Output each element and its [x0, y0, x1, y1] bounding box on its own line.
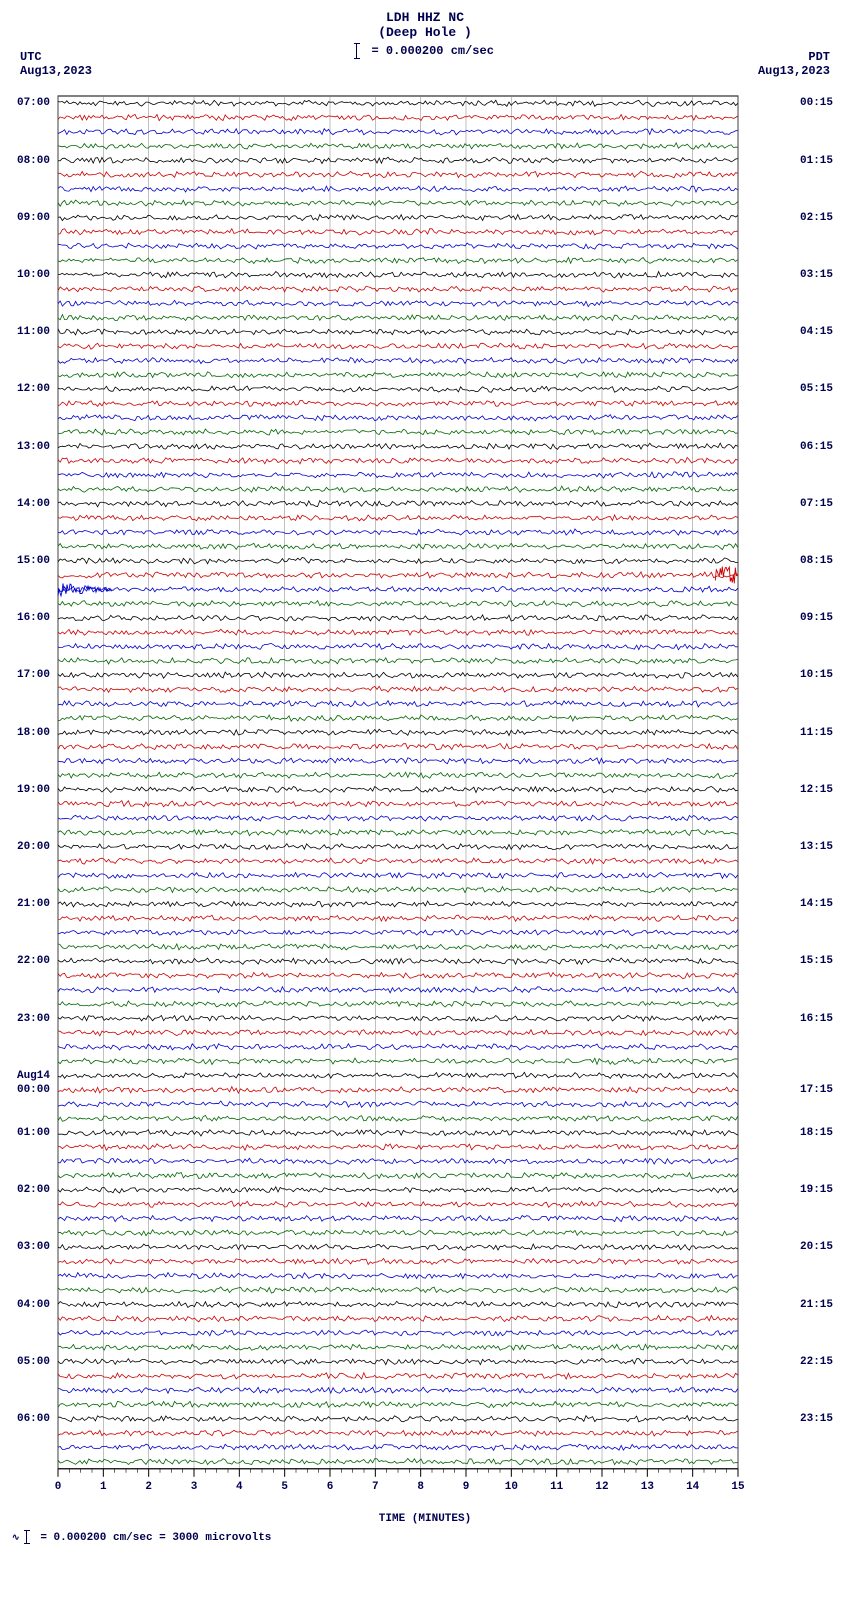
- plot-area: 07:00 08:00 09:00 10:00 11:00 12:00 13:00 14:00…: [10, 88, 840, 1525]
- right-time-label: 11:15: [800, 728, 833, 739]
- left-time-label: 22:00: [17, 956, 50, 967]
- left-time-label: 10:00: [17, 270, 50, 281]
- left-time-label: 12:00: [17, 384, 50, 395]
- right-time-label: 14:15: [800, 899, 833, 910]
- tz-left-code: UTC: [20, 50, 92, 64]
- svg-text:3: 3: [191, 1481, 198, 1493]
- left-time-label: Aug14: [17, 1071, 50, 1082]
- left-time-label: 21:00: [17, 899, 50, 910]
- left-time-label: 07:00: [17, 98, 50, 109]
- right-time-label: 15:15: [800, 956, 833, 967]
- svg-text:5: 5: [281, 1481, 288, 1493]
- right-time-label: 22:15: [800, 1357, 833, 1368]
- seismogram-container: LDH HHZ NC (Deep Hole ) = 0.000200 cm/se…: [10, 10, 840, 1544]
- left-time-label: 01:00: [17, 1128, 50, 1139]
- right-time-label: 01:15: [800, 156, 833, 167]
- left-time-label: 08:00: [17, 156, 50, 167]
- left-time-label: 02:00: [17, 1185, 50, 1196]
- seismogram-svg: 0123456789101112131415: [10, 88, 786, 1511]
- right-time-label: 13:15: [800, 842, 833, 853]
- svg-text:6: 6: [327, 1481, 334, 1493]
- left-time-label: 17:00: [17, 670, 50, 681]
- left-time-label: 09:00: [17, 213, 50, 224]
- right-time-label: 08:15: [800, 556, 833, 567]
- left-time-label: 11:00: [17, 327, 50, 338]
- left-time-label: 05:00: [17, 1357, 50, 1368]
- left-time-label: 23:00: [17, 1014, 50, 1025]
- left-time-label: 13:00: [17, 442, 50, 453]
- right-time-label: 19:15: [800, 1185, 833, 1196]
- left-time-axis: 07:00 08:00 09:00 10:00 11:00 12:00 13:00 14:00…: [10, 88, 54, 1481]
- svg-text:12: 12: [595, 1481, 608, 1493]
- left-time-label: 00:00: [17, 1085, 50, 1096]
- right-time-label: 07:15: [800, 499, 833, 510]
- svg-text:7: 7: [372, 1481, 379, 1493]
- left-time-label: 03:00: [17, 1242, 50, 1253]
- right-time-label: 00:15: [800, 98, 833, 109]
- svg-text:11: 11: [550, 1481, 564, 1493]
- left-time-label: 14:00: [17, 499, 50, 510]
- right-time-axis: 00:15 01:15 02:15 03:15 04:15 05:15 06:15 07:15…: [796, 88, 840, 1481]
- left-time-label: 04:00: [17, 1300, 50, 1311]
- left-time-label: 19:00: [17, 785, 50, 796]
- footer-scale: ∿ = 0.000200 cm/sec = 3000 microvolts: [10, 1531, 840, 1544]
- right-time-label: 23:15: [800, 1414, 833, 1425]
- left-time-label: 20:00: [17, 842, 50, 853]
- right-time-label: 03:15: [800, 270, 833, 281]
- right-time-label: 02:15: [800, 213, 833, 224]
- xaxis-label: TIME (MINUTES): [10, 1513, 840, 1525]
- right-time-label: 16:15: [800, 1014, 833, 1025]
- station-id: LDH HHZ NC: [10, 10, 840, 25]
- station-location: (Deep Hole ): [10, 25, 840, 40]
- tz-left-date: Aug13,2023: [20, 64, 92, 78]
- svg-text:8: 8: [417, 1481, 424, 1493]
- right-time-label: 12:15: [800, 785, 833, 796]
- right-time-label: 10:15: [800, 670, 833, 681]
- svg-text:13: 13: [641, 1481, 655, 1493]
- svg-text:10: 10: [505, 1481, 518, 1493]
- right-time-label: 04:15: [800, 327, 833, 338]
- tz-right-date: Aug13,2023: [758, 64, 830, 78]
- svg-text:14: 14: [686, 1481, 700, 1493]
- svg-text:2: 2: [145, 1481, 152, 1493]
- svg-text:1: 1: [100, 1481, 107, 1493]
- right-time-label: 18:15: [800, 1128, 833, 1139]
- right-time-label: 06:15: [800, 442, 833, 453]
- svg-text:0: 0: [55, 1481, 62, 1493]
- right-time-label: 20:15: [800, 1242, 833, 1253]
- right-time-label: 09:15: [800, 613, 833, 624]
- scale-indicator: = 0.000200 cm/sec: [10, 44, 840, 58]
- tz-right-code: PDT: [758, 50, 830, 64]
- left-time-label: 06:00: [17, 1414, 50, 1425]
- left-time-label: 15:00: [17, 556, 50, 567]
- svg-text:4: 4: [236, 1481, 243, 1493]
- right-time-label: 05:15: [800, 384, 833, 395]
- header: LDH HHZ NC (Deep Hole ) = 0.000200 cm/se…: [10, 10, 840, 58]
- right-time-label: 17:15: [800, 1085, 833, 1096]
- svg-text:15: 15: [731, 1481, 745, 1493]
- svg-text:9: 9: [463, 1481, 470, 1493]
- timezone-right: PDT Aug13,2023: [758, 50, 830, 78]
- left-time-label: 18:00: [17, 728, 50, 739]
- right-time-label: 21:15: [800, 1300, 833, 1311]
- timezone-left: UTC Aug13,2023: [20, 50, 92, 78]
- left-time-label: 16:00: [17, 613, 50, 624]
